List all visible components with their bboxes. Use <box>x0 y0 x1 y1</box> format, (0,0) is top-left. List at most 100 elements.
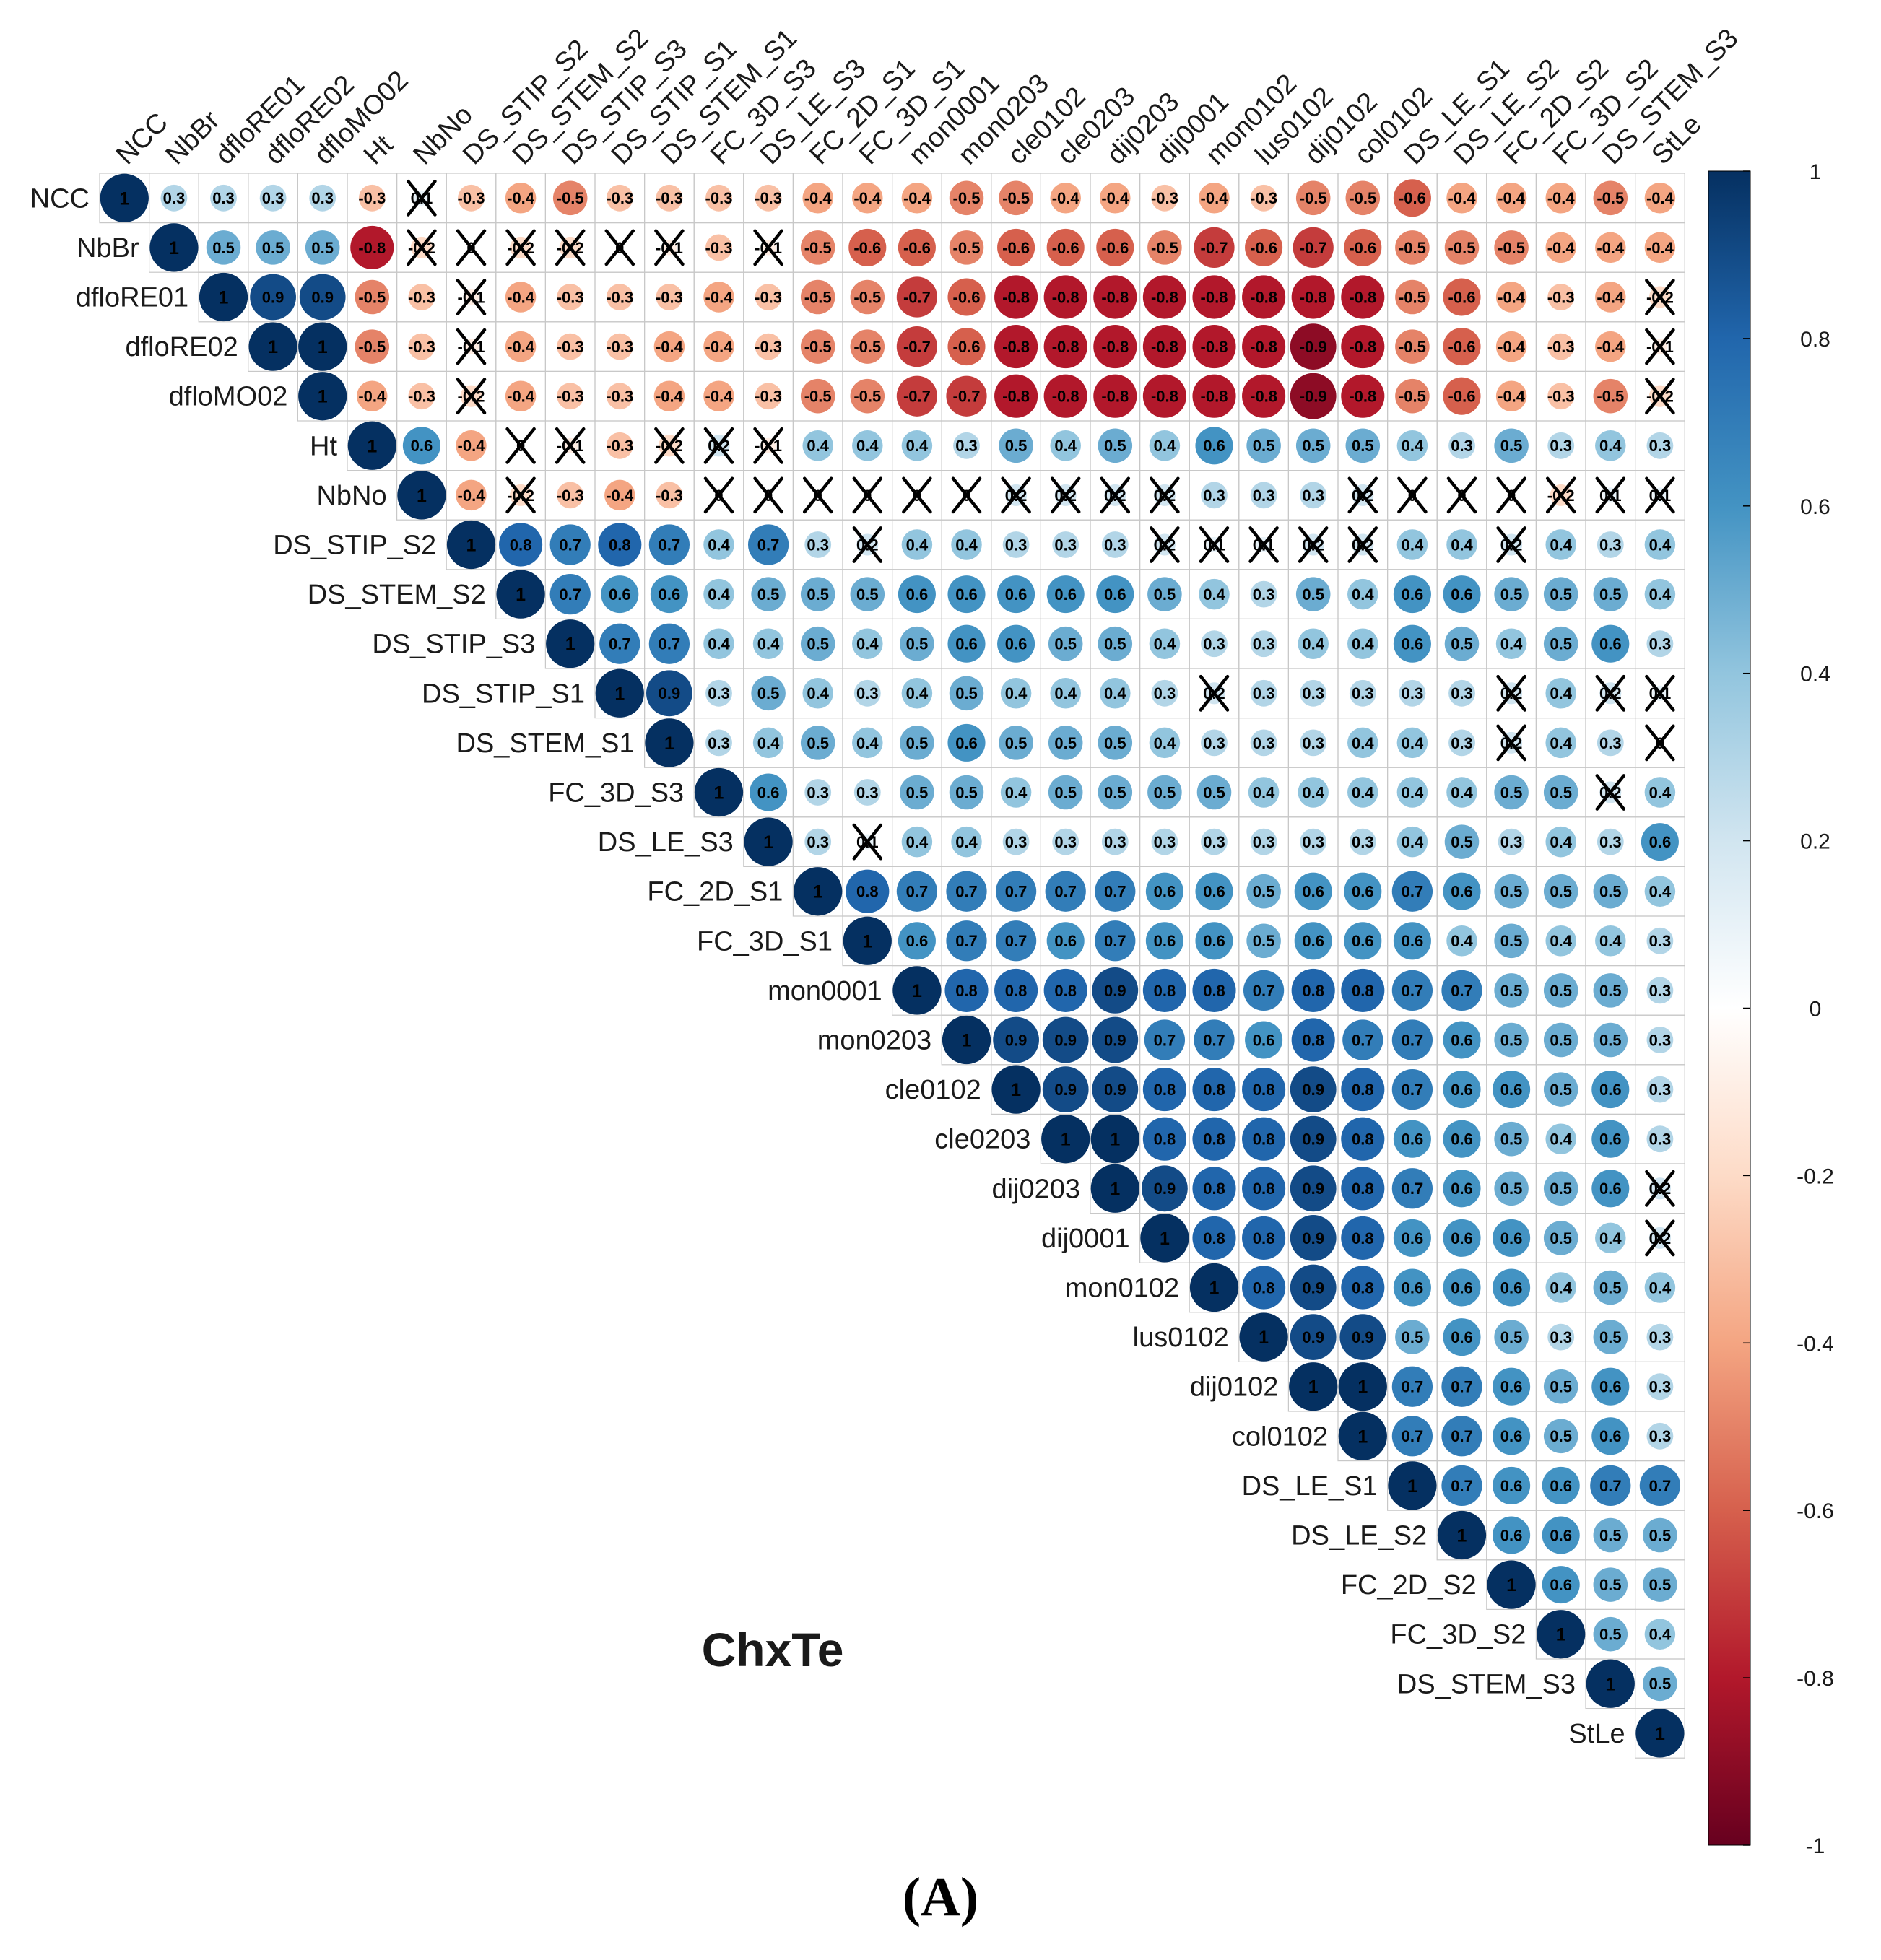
matrix-cells: 1 0.3 0.3 0.3 0.3 -0.3 0.1 -0.3 -0.4 -0.5 -0.3 -0.3… <box>100 173 1685 1758</box>
corr-value-label: -0.3 <box>755 338 782 356</box>
corr-value-label: 0.8 <box>856 883 879 901</box>
corr-value-label: 0.3 <box>1203 635 1225 653</box>
corr-circle <box>1646 977 1674 1004</box>
corr-value-label: 0.5 <box>807 585 829 604</box>
corr-value-label: 0.4 <box>1500 635 1523 653</box>
corr-circle <box>1591 1170 1630 1208</box>
corr-circle <box>1391 970 1433 1011</box>
corr-value-label: -0.4 <box>458 437 486 455</box>
corr-value-label: 0.9 <box>1302 1081 1324 1099</box>
corr-value-label: 1 <box>219 288 229 308</box>
corr-value-label: 0.6 <box>1451 1279 1473 1297</box>
corr-value-label: 0.7 <box>1154 1031 1176 1049</box>
row-label: NCC <box>30 183 90 214</box>
corr-circle <box>1443 1268 1481 1307</box>
corr-circle <box>752 628 784 659</box>
corr-circle <box>852 727 883 759</box>
corr-value-label: -0.3 <box>656 487 683 505</box>
corr-circle <box>946 871 987 912</box>
corr-value-label: 0.6 <box>955 635 978 653</box>
corr-circle <box>1342 1019 1383 1060</box>
corr-circle <box>705 234 732 261</box>
nonsignificant-cross-mark <box>951 476 982 514</box>
corr-value-label: -0.7 <box>1300 239 1327 257</box>
corr-circle <box>1192 275 1236 319</box>
corr-circle <box>1043 968 1087 1012</box>
corr-circle <box>1142 1068 1186 1112</box>
corr-circle <box>1347 727 1378 759</box>
corr-value-label: -0.4 <box>1498 189 1526 207</box>
corr-circle <box>1048 626 1083 661</box>
corr-circle <box>1593 378 1628 414</box>
corr-value-label: 0.5 <box>1402 1328 1424 1346</box>
corr-value-label: -0.8 <box>1002 338 1030 356</box>
corr-value-label: -0.4 <box>1597 338 1625 356</box>
corr-value-label: 0.4 <box>1599 1229 1622 1247</box>
corr-value-label: 0.4 <box>1550 932 1572 950</box>
corr-circle <box>1300 482 1327 509</box>
corr-value-label: -0.3 <box>606 388 633 406</box>
corr-circle <box>408 383 435 410</box>
corr-circle <box>1245 228 1283 266</box>
corr-circle <box>1495 380 1527 411</box>
corr-value-label: 0.6 <box>1451 1131 1473 1149</box>
corr-value-label: 0.3 <box>1253 684 1275 702</box>
corr-value-label: -0.8 <box>1151 338 1178 356</box>
corr-circle <box>1639 1465 1681 1507</box>
corr-value-label: 0.8 <box>1302 1031 1324 1049</box>
corr-value-label: -0.5 <box>853 338 881 356</box>
corr-value-label: 0.4 <box>1649 536 1672 554</box>
corr-value-label: 0.8 <box>1005 982 1028 1000</box>
corr-circle <box>456 430 487 461</box>
corr-circle <box>1545 1272 1576 1303</box>
corr-circle <box>1493 1466 1531 1504</box>
corr-circle <box>1002 531 1030 558</box>
corr-circle <box>901 678 933 709</box>
corr-value-label: -0.4 <box>1498 338 1526 356</box>
corr-value-label: 1 <box>169 238 179 258</box>
corr-circle <box>1593 180 1628 216</box>
corr-value-label: 0.5 <box>1500 1180 1523 1198</box>
corr-value-label: 0.7 <box>659 635 681 653</box>
corr-circle <box>1545 529 1576 560</box>
corr-value-label: 0.6 <box>1253 1031 1275 1049</box>
corr-value-label: 0.6 <box>609 585 631 604</box>
corr-circle <box>1545 678 1576 709</box>
corr-circle <box>1543 626 1578 661</box>
corr-circle <box>949 775 984 810</box>
corr-circle <box>896 871 938 912</box>
corr-circle <box>1446 925 1477 957</box>
nonsignificant-cross-mark <box>852 526 883 563</box>
corr-value-label: -0.4 <box>1052 189 1080 207</box>
corr-circle <box>1644 1272 1676 1303</box>
corr-value-label: 0.3 <box>807 783 829 801</box>
corr-circle <box>1041 1115 1090 1164</box>
corr-circle <box>1399 679 1426 707</box>
row-label: cle0203 <box>934 1125 1030 1155</box>
corr-value-label: 0.5 <box>1649 1526 1672 1544</box>
corr-circle <box>1391 1019 1433 1060</box>
corr-value-label: 0.6 <box>1451 883 1473 901</box>
corr-value-label: 0.3 <box>1203 833 1225 851</box>
corr-value-label: 0.5 <box>1649 1675 1672 1693</box>
corr-circle <box>755 333 782 360</box>
corr-value-label: 0.9 <box>1054 1081 1077 1099</box>
corr-circle <box>1149 727 1181 759</box>
corr-value-label: -0.3 <box>408 338 435 356</box>
corr-value-label: 0.5 <box>1451 635 1473 653</box>
corr-circle <box>1495 628 1527 659</box>
corr-value-label: 1 <box>1357 1427 1368 1447</box>
corr-circle <box>800 230 835 265</box>
corr-circle <box>1543 1171 1578 1206</box>
corr-circle <box>149 223 199 272</box>
corr-circle <box>942 1015 991 1065</box>
corr-value-label: -0.5 <box>953 189 981 207</box>
corr-circle <box>1593 1022 1628 1058</box>
corr-circle <box>1393 922 1431 960</box>
corr-value-label: 0.6 <box>1402 585 1424 604</box>
corr-value-label: -0.8 <box>1052 388 1079 406</box>
corr-value-label: 0.5 <box>1550 635 1572 653</box>
corr-value-label: -0.8 <box>1002 288 1030 306</box>
corr-value-label: 0.5 <box>1253 883 1275 901</box>
